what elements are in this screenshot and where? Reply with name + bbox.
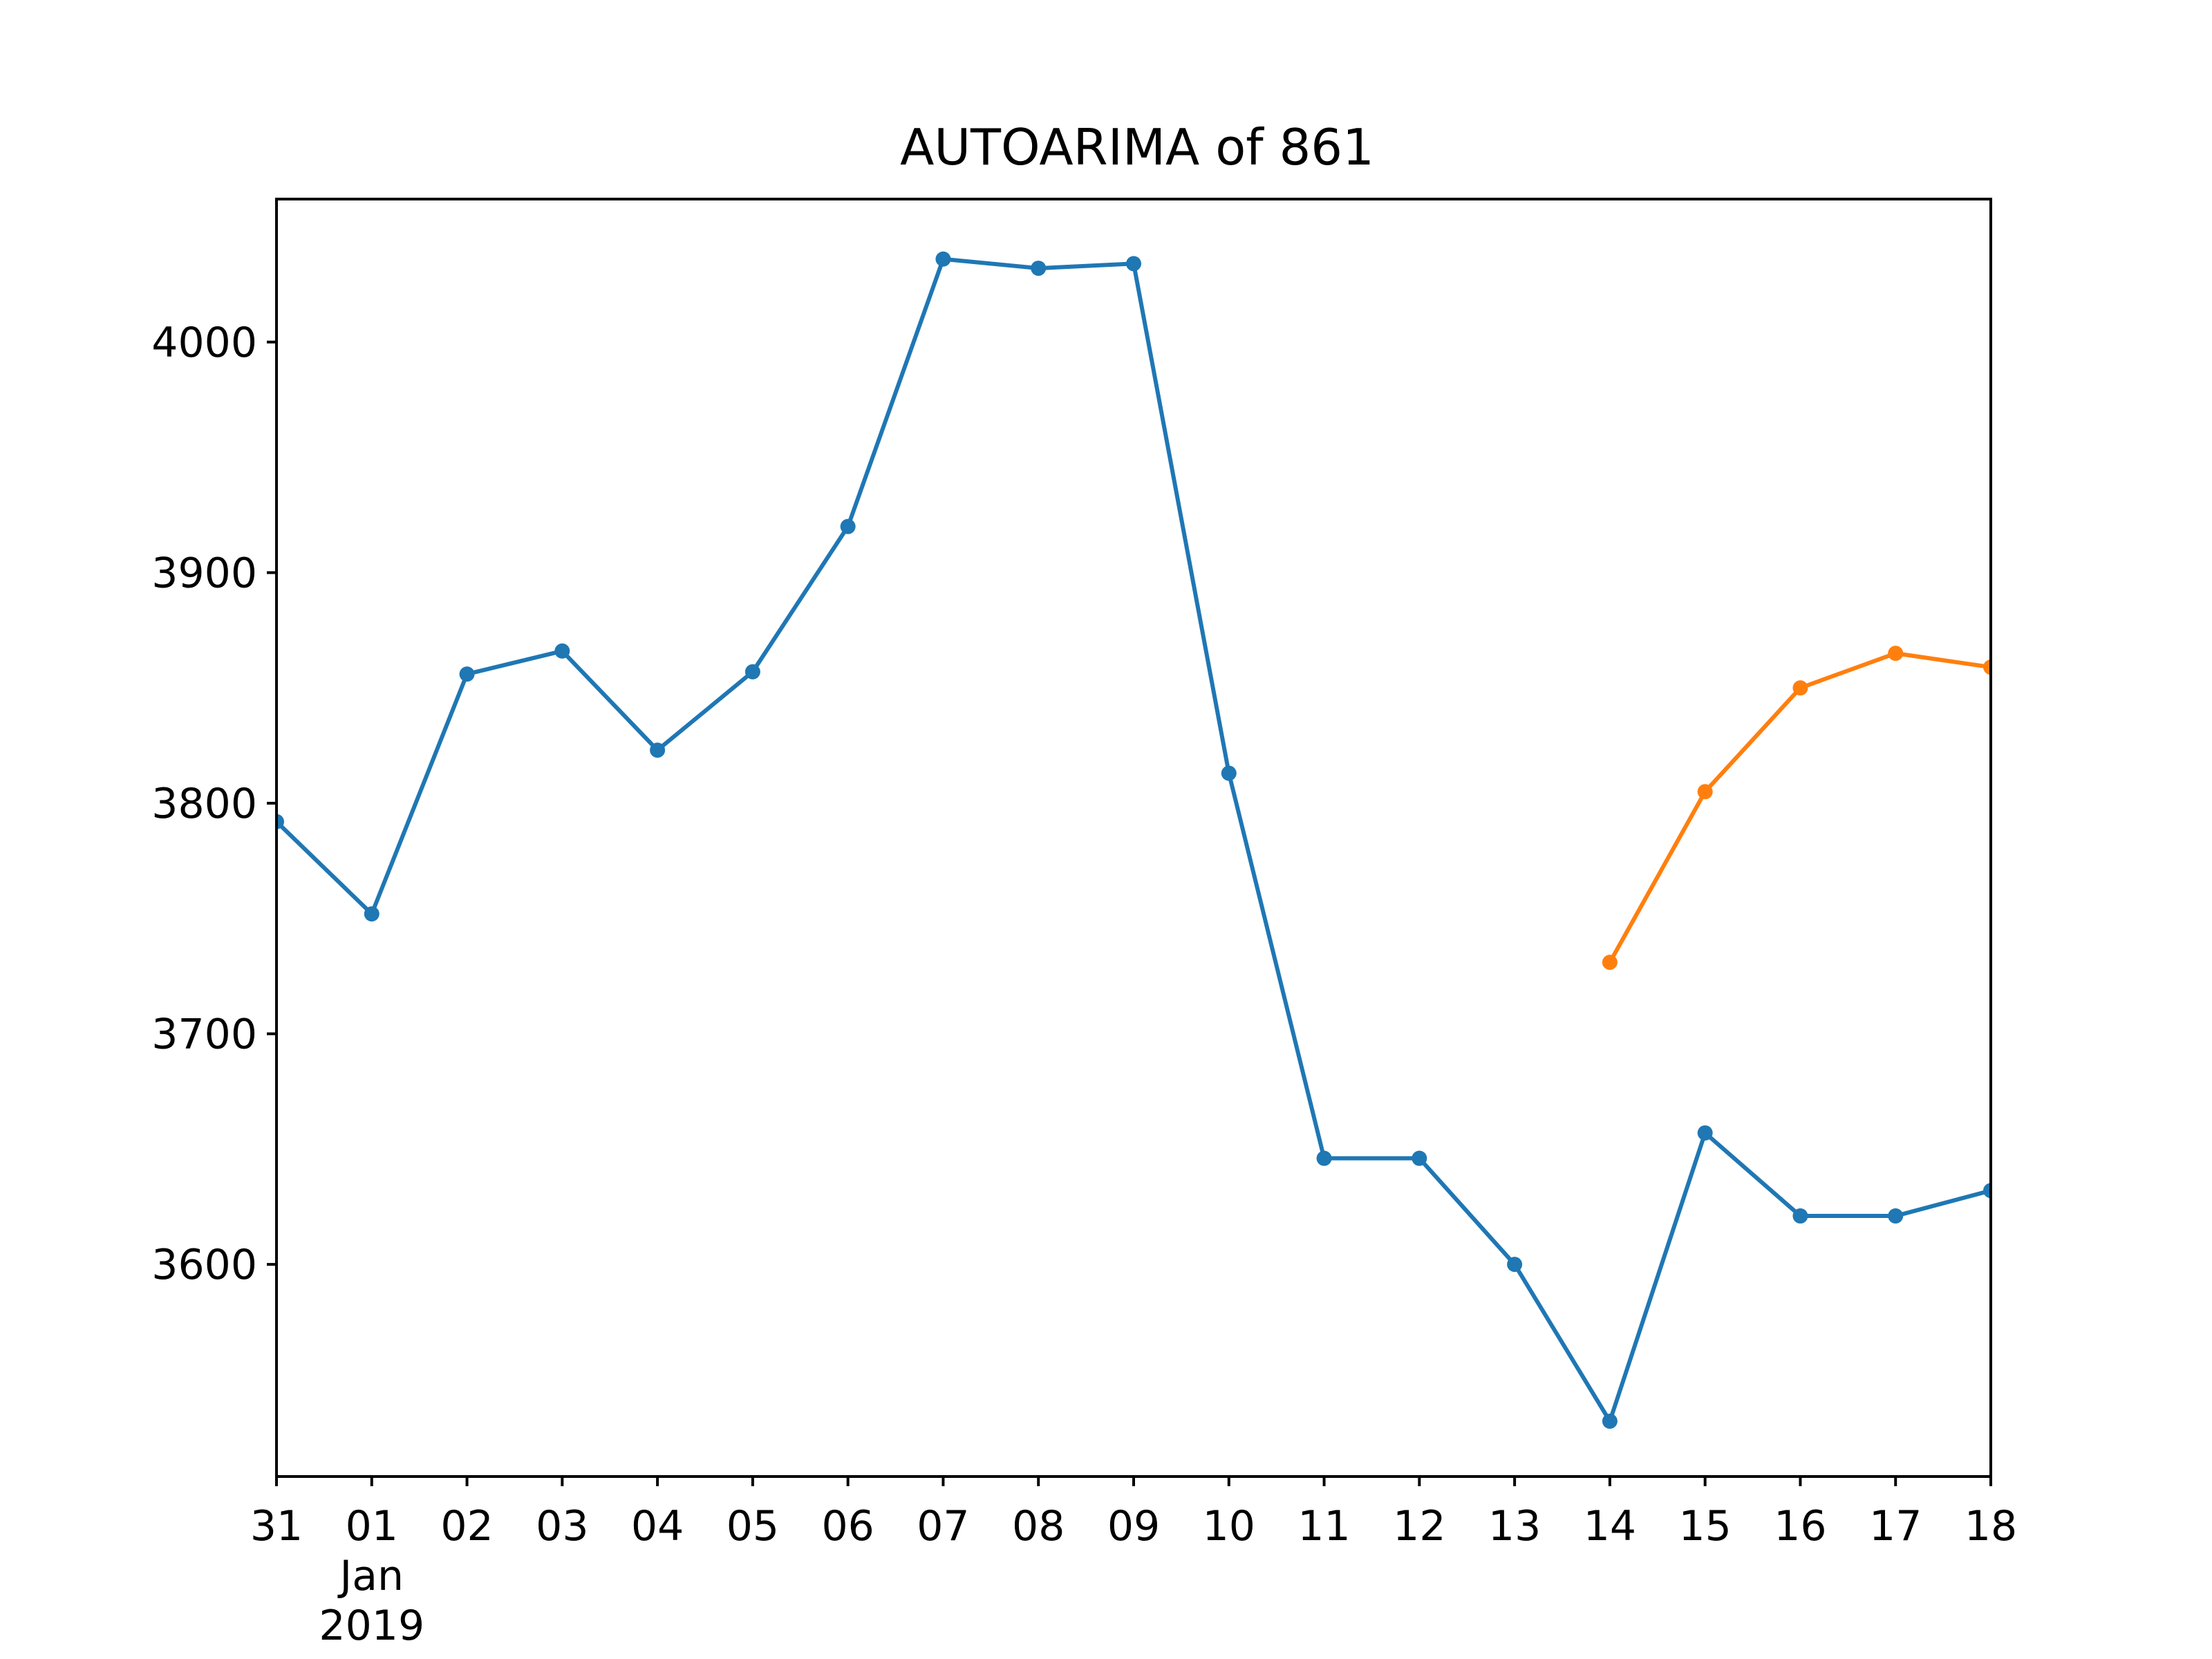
series-1-point [1697,1125,1713,1141]
series-layer [276,251,1991,1429]
x-tick-label: 17 [1869,1502,1922,1550]
series-1-point [650,742,666,758]
x-tick-label: 03 [536,1502,588,1550]
y-axis: 3600 3700 3800 3900 4000 [151,319,276,1289]
series-1-point [1507,1257,1523,1273]
series-1-point [1602,1413,1618,1429]
series-1-point [554,643,570,659]
series-1-point [1126,256,1141,272]
series-2-point [1697,784,1713,800]
series-2-point [1888,646,1904,662]
series-1-point [1031,261,1047,276]
x-tick-label: 02 [440,1502,493,1550]
series-2-line [1606,651,1991,966]
y-tick-label: 3900 [151,549,257,597]
series-1-point [1316,1150,1332,1166]
y-tick-label: 3800 [151,780,257,828]
x-tick-label: 14 [1584,1502,1636,1550]
x-tick-label: 04 [631,1502,684,1550]
x-tick-label: 08 [1012,1502,1065,1550]
x-tick-label: 15 [1678,1502,1731,1550]
y-tick-label: 4000 [151,319,257,367]
series-2-point [1792,680,1808,696]
series-1-point [276,814,284,830]
x-tick-label: 31 [250,1502,303,1550]
series-1-point [364,906,379,922]
x-tick-month-label: Jan [337,1552,404,1600]
y-tick-label: 3600 [151,1241,257,1289]
plot-area [276,251,1991,1429]
x-tick-label: 13 [1488,1502,1541,1550]
series-1-point [744,664,760,679]
series-1-point [1221,765,1237,781]
x-tick-label: 10 [1203,1502,1255,1550]
x-tick-label: 06 [821,1502,874,1550]
x-tick-label: 16 [1774,1502,1826,1550]
y-tick-label: 3700 [151,1011,257,1059]
series-1-point [1983,1183,1991,1199]
series-1-point [1412,1150,1427,1166]
series-1-point [1888,1208,1904,1224]
chart-title: AUTOARIMA of 861 [900,118,1374,176]
series-1-line [276,256,1991,1423]
x-tick-label: 05 [727,1502,779,1550]
series-2-point [1983,659,1991,675]
plot-frame [275,198,1992,1478]
x-tick-label: 12 [1393,1502,1445,1550]
x-tick-label: 01 [346,1502,398,1550]
series-1-point [459,666,475,682]
series-1-point [935,251,951,267]
x-tick-label: 07 [917,1502,969,1550]
series-2-point [1602,955,1618,971]
series-1-point [1792,1208,1808,1224]
x-tick-year-label: 2019 [319,1602,424,1650]
series-1-point [840,518,856,534]
x-tick-label: 11 [1297,1502,1350,1550]
x-tick-label: 09 [1107,1502,1160,1550]
x-tick-label: 18 [1965,1502,2017,1550]
